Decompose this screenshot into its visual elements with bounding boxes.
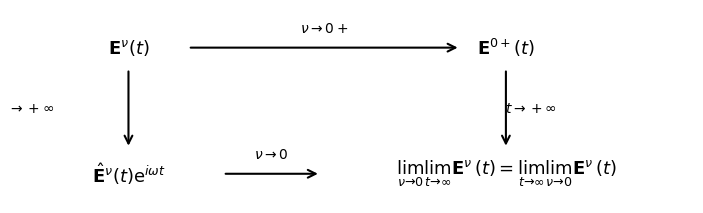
Text: $\mathbf{E}^{\nu}(t)$: $\mathbf{E}^{\nu}(t)$ [108,38,149,58]
Text: $\nu \to 0$: $\nu \to 0$ [254,148,289,162]
Text: $\mathbf{E}^{0+}(t)$: $\mathbf{E}^{0+}(t)$ [477,37,535,59]
Text: $\hat{\mathbf{E}}^{\nu}(t)\mathrm{e}^{i\omega t}$: $\hat{\mathbf{E}}^{\nu}(t)\mathrm{e}^{i\… [91,161,165,187]
Text: $t \to +\infty$: $t \to +\infty$ [505,102,556,116]
Text: $\lim_{\nu\to 0}\lim_{t\to\infty}\mathbf{E}^{\nu}(t) = \lim_{t\to\infty}\lim_{\n: $\lim_{\nu\to 0}\lim_{t\to\infty}\mathbf… [396,158,617,189]
Text: $\nu \to 0+$: $\nu \to 0+$ [300,22,349,36]
Text: $\to +\infty$: $\to +\infty$ [8,102,53,116]
